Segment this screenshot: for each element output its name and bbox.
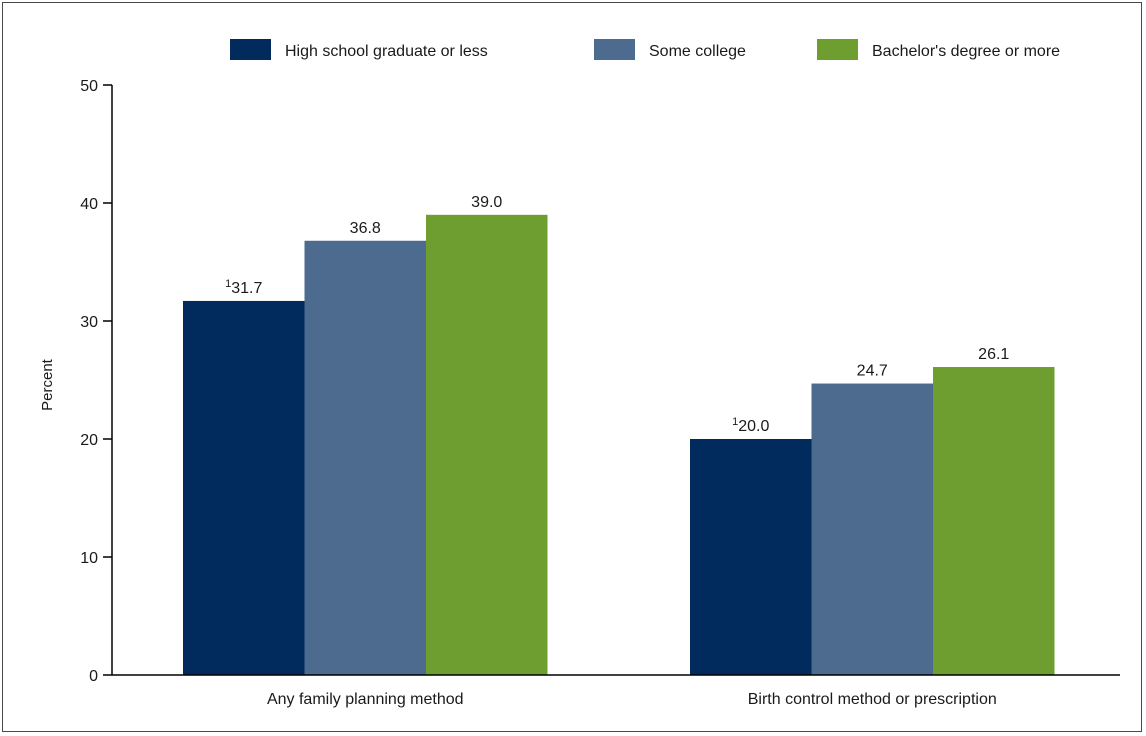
data-label: 24.7 [857, 363, 888, 380]
bars [183, 214, 1055, 676]
legend-swatch [817, 39, 858, 60]
data-label: 120.0 [732, 416, 769, 435]
legend: High school graduate or less Some college… [230, 39, 1060, 60]
y-tick-label: 30 [80, 314, 98, 331]
legend-label: Bachelor's degree or more [872, 43, 1060, 60]
data-label: 26.1 [978, 346, 1009, 363]
x-axis: Any family planning method Birth control … [112, 674, 1120, 708]
data-label: 36.8 [350, 220, 381, 237]
y-tick-label: 10 [80, 550, 98, 567]
bar [426, 214, 548, 676]
y-axis: 0 10 20 30 40 50 [80, 78, 113, 685]
x-category-label: Birth control method or prescription [748, 691, 997, 708]
y-axis-title: Percent [39, 358, 56, 411]
x-category-label: Any family planning method [267, 691, 464, 708]
data-labels: 131.7 36.8 39.0 120.0 24.7 26.1 [225, 194, 1009, 435]
y-tick-label: 40 [80, 196, 98, 213]
legend-label: High school graduate or less [285, 43, 488, 60]
bar [304, 240, 426, 675]
data-label: 39.0 [471, 194, 502, 211]
y-tick-label: 20 [80, 432, 98, 449]
bar [811, 383, 933, 675]
data-label: 131.7 [225, 278, 262, 297]
legend-swatch [230, 39, 271, 60]
y-tick-label: 50 [80, 78, 98, 95]
legend-label: Some college [649, 43, 746, 60]
y-tick-label: 0 [89, 668, 98, 685]
bar [690, 439, 812, 675]
legend-swatch [594, 39, 635, 60]
bar [933, 367, 1055, 675]
bar [183, 300, 305, 675]
